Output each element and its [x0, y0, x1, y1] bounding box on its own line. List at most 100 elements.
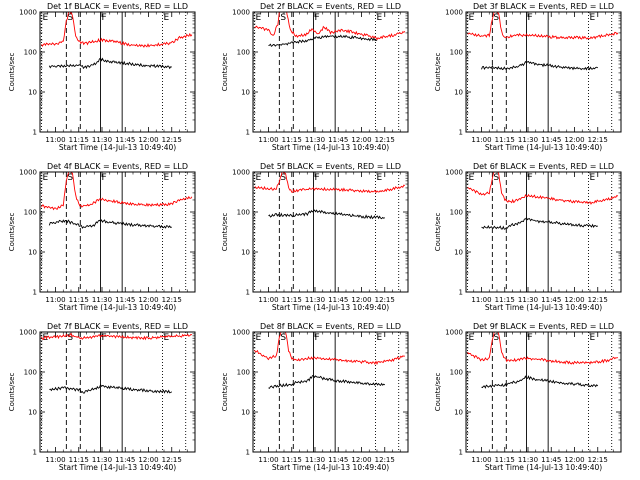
detector-panel: Det 2f BLACK = Events, RED = LLD Counts/s… — [221, 2, 409, 152]
x-tick-label: 11:30 — [305, 456, 325, 464]
x-tick-label: 11:30 — [518, 296, 538, 304]
y-tick-label: 100 — [24, 49, 37, 57]
event-marker-label: F — [101, 173, 106, 183]
event-marker-label: S — [493, 333, 499, 343]
y-tick-label: 1 — [246, 289, 250, 297]
event-marker-label: E — [163, 173, 169, 183]
x-tick-label: 11:00 — [45, 456, 65, 464]
x-tick-label: 11:30 — [92, 456, 112, 464]
x-tick-label: 12:00 — [564, 136, 584, 144]
y-tick-label: 1 — [246, 449, 250, 457]
x-tick-label: 11:15 — [282, 456, 302, 464]
plot-frame — [39, 331, 196, 453]
events-series-line — [481, 60, 599, 71]
y-tick-label: 1000 — [19, 329, 37, 337]
y-tick-label: 1000 — [232, 169, 250, 177]
plot-frame — [465, 171, 622, 293]
y-tick-label: 1000 — [19, 169, 37, 177]
event-marker-label: S — [493, 173, 499, 183]
lld-series-line — [467, 12, 619, 40]
detector-panel: Det 3f BLACK = Events, RED = LLD Counts/s… — [434, 2, 622, 152]
detector-panel: Det 4f BLACK = Events, RED = LLD Counts/s… — [8, 162, 196, 312]
x-tick-label: 12:00 — [564, 456, 584, 464]
y-tick-label: 100 — [237, 369, 250, 377]
x-tick-label: 11:15 — [69, 136, 89, 144]
x-tick-label: 12:00 — [564, 296, 584, 304]
events-series-line — [481, 216, 599, 230]
lld-series-line — [467, 332, 619, 365]
y-axis-label: Counts/sec — [434, 373, 442, 412]
x-axis-label: Start Time (14-Jul-13 10:49:40) — [59, 143, 176, 152]
x-tick-label: 11:00 — [45, 136, 65, 144]
y-axis-label: Counts/sec — [221, 53, 229, 92]
x-tick-label: 11:00 — [45, 296, 65, 304]
y-tick-label: 10 — [28, 409, 37, 417]
y-axis-label: Counts/sec — [8, 53, 16, 92]
event-marker-label: F — [314, 173, 319, 183]
lld-series-line — [254, 12, 406, 41]
x-tick-label: 12:15 — [162, 136, 182, 144]
event-marker-label: F — [314, 13, 319, 23]
y-tick-label: 1000 — [232, 9, 250, 17]
x-tick-label: 11:30 — [518, 456, 538, 464]
y-tick-label: 100 — [450, 209, 463, 217]
panel-title: Det 8f BLACK = Events, RED = LLD — [260, 322, 401, 331]
x-tick-label: 12:15 — [375, 296, 395, 304]
y-tick-label: 1000 — [445, 169, 463, 177]
x-tick-label: 11:45 — [541, 456, 561, 464]
y-tick-label: 100 — [24, 209, 37, 217]
event-marker-label: E — [469, 173, 475, 183]
lld-series-line — [41, 172, 193, 211]
y-axis-label: Counts/sec — [8, 373, 16, 412]
panel-title: Det 9f BLACK = Events, RED = LLD — [473, 322, 614, 331]
x-tick-label: 12:15 — [588, 296, 608, 304]
x-tick-label: 11:15 — [282, 296, 302, 304]
event-marker-label: E — [589, 173, 595, 183]
event-marker-label: E — [376, 333, 382, 343]
x-tick-label: 12:15 — [162, 296, 182, 304]
y-axis-label: Counts/sec — [434, 53, 442, 92]
detector-panel: Det 8f BLACK = Events, RED = LLD Counts/s… — [221, 322, 409, 472]
y-axis-label: Counts/sec — [8, 213, 16, 252]
x-tick-label: 12:00 — [138, 136, 158, 144]
lld-series-line — [254, 332, 405, 366]
event-marker-label: F — [101, 333, 106, 343]
y-tick-label: 10 — [454, 249, 463, 257]
event-marker-label: E — [376, 173, 382, 183]
events-series-line — [48, 219, 172, 229]
x-tick-label: 11:00 — [471, 456, 491, 464]
event-marker-label: E — [469, 13, 475, 23]
y-tick-label: 100 — [24, 369, 37, 377]
x-tick-label: 12:15 — [588, 456, 608, 464]
event-marker-label: S — [280, 13, 286, 23]
x-tick-label: 11:45 — [328, 456, 348, 464]
event-marker-label: E — [589, 13, 595, 23]
y-tick-label: 1 — [459, 289, 463, 297]
event-marker-label: E — [163, 13, 169, 23]
detector-panel: Det 1f BLACK = Events, RED = LLD Counts/s… — [8, 2, 196, 152]
x-tick-label: 11:45 — [115, 136, 135, 144]
x-tick-label: 12:00 — [351, 456, 371, 464]
y-axis-label: Counts/sec — [221, 213, 229, 252]
events-series-line — [268, 209, 385, 220]
detector-panel: Det 6f BLACK = Events, RED = LLD Counts/s… — [434, 162, 622, 312]
event-marker-label: E — [43, 333, 49, 343]
x-tick-label: 11:45 — [328, 136, 348, 144]
x-tick-label: 12:00 — [351, 296, 371, 304]
lld-series-line — [41, 12, 193, 48]
event-marker-label: E — [469, 333, 475, 343]
event-marker-label: S — [280, 173, 286, 183]
x-tick-label: 12:15 — [375, 456, 395, 464]
x-tick-label: 12:00 — [351, 136, 371, 144]
y-tick-label: 1 — [33, 449, 37, 457]
events-series-line — [48, 57, 172, 70]
x-axis-label: Start Time (14-Jul-13 10:49:40) — [272, 303, 389, 312]
y-tick-label: 10 — [241, 409, 250, 417]
panel-title: Det 5f BLACK = Events, RED = LLD — [260, 162, 401, 171]
y-tick-label: 10 — [454, 89, 463, 97]
y-tick-label: 1000 — [445, 329, 463, 337]
detector-panel: Det 9f BLACK = Events, RED = LLD Counts/s… — [434, 322, 622, 472]
y-tick-label: 1 — [33, 129, 37, 137]
x-tick-label: 11:30 — [92, 136, 112, 144]
